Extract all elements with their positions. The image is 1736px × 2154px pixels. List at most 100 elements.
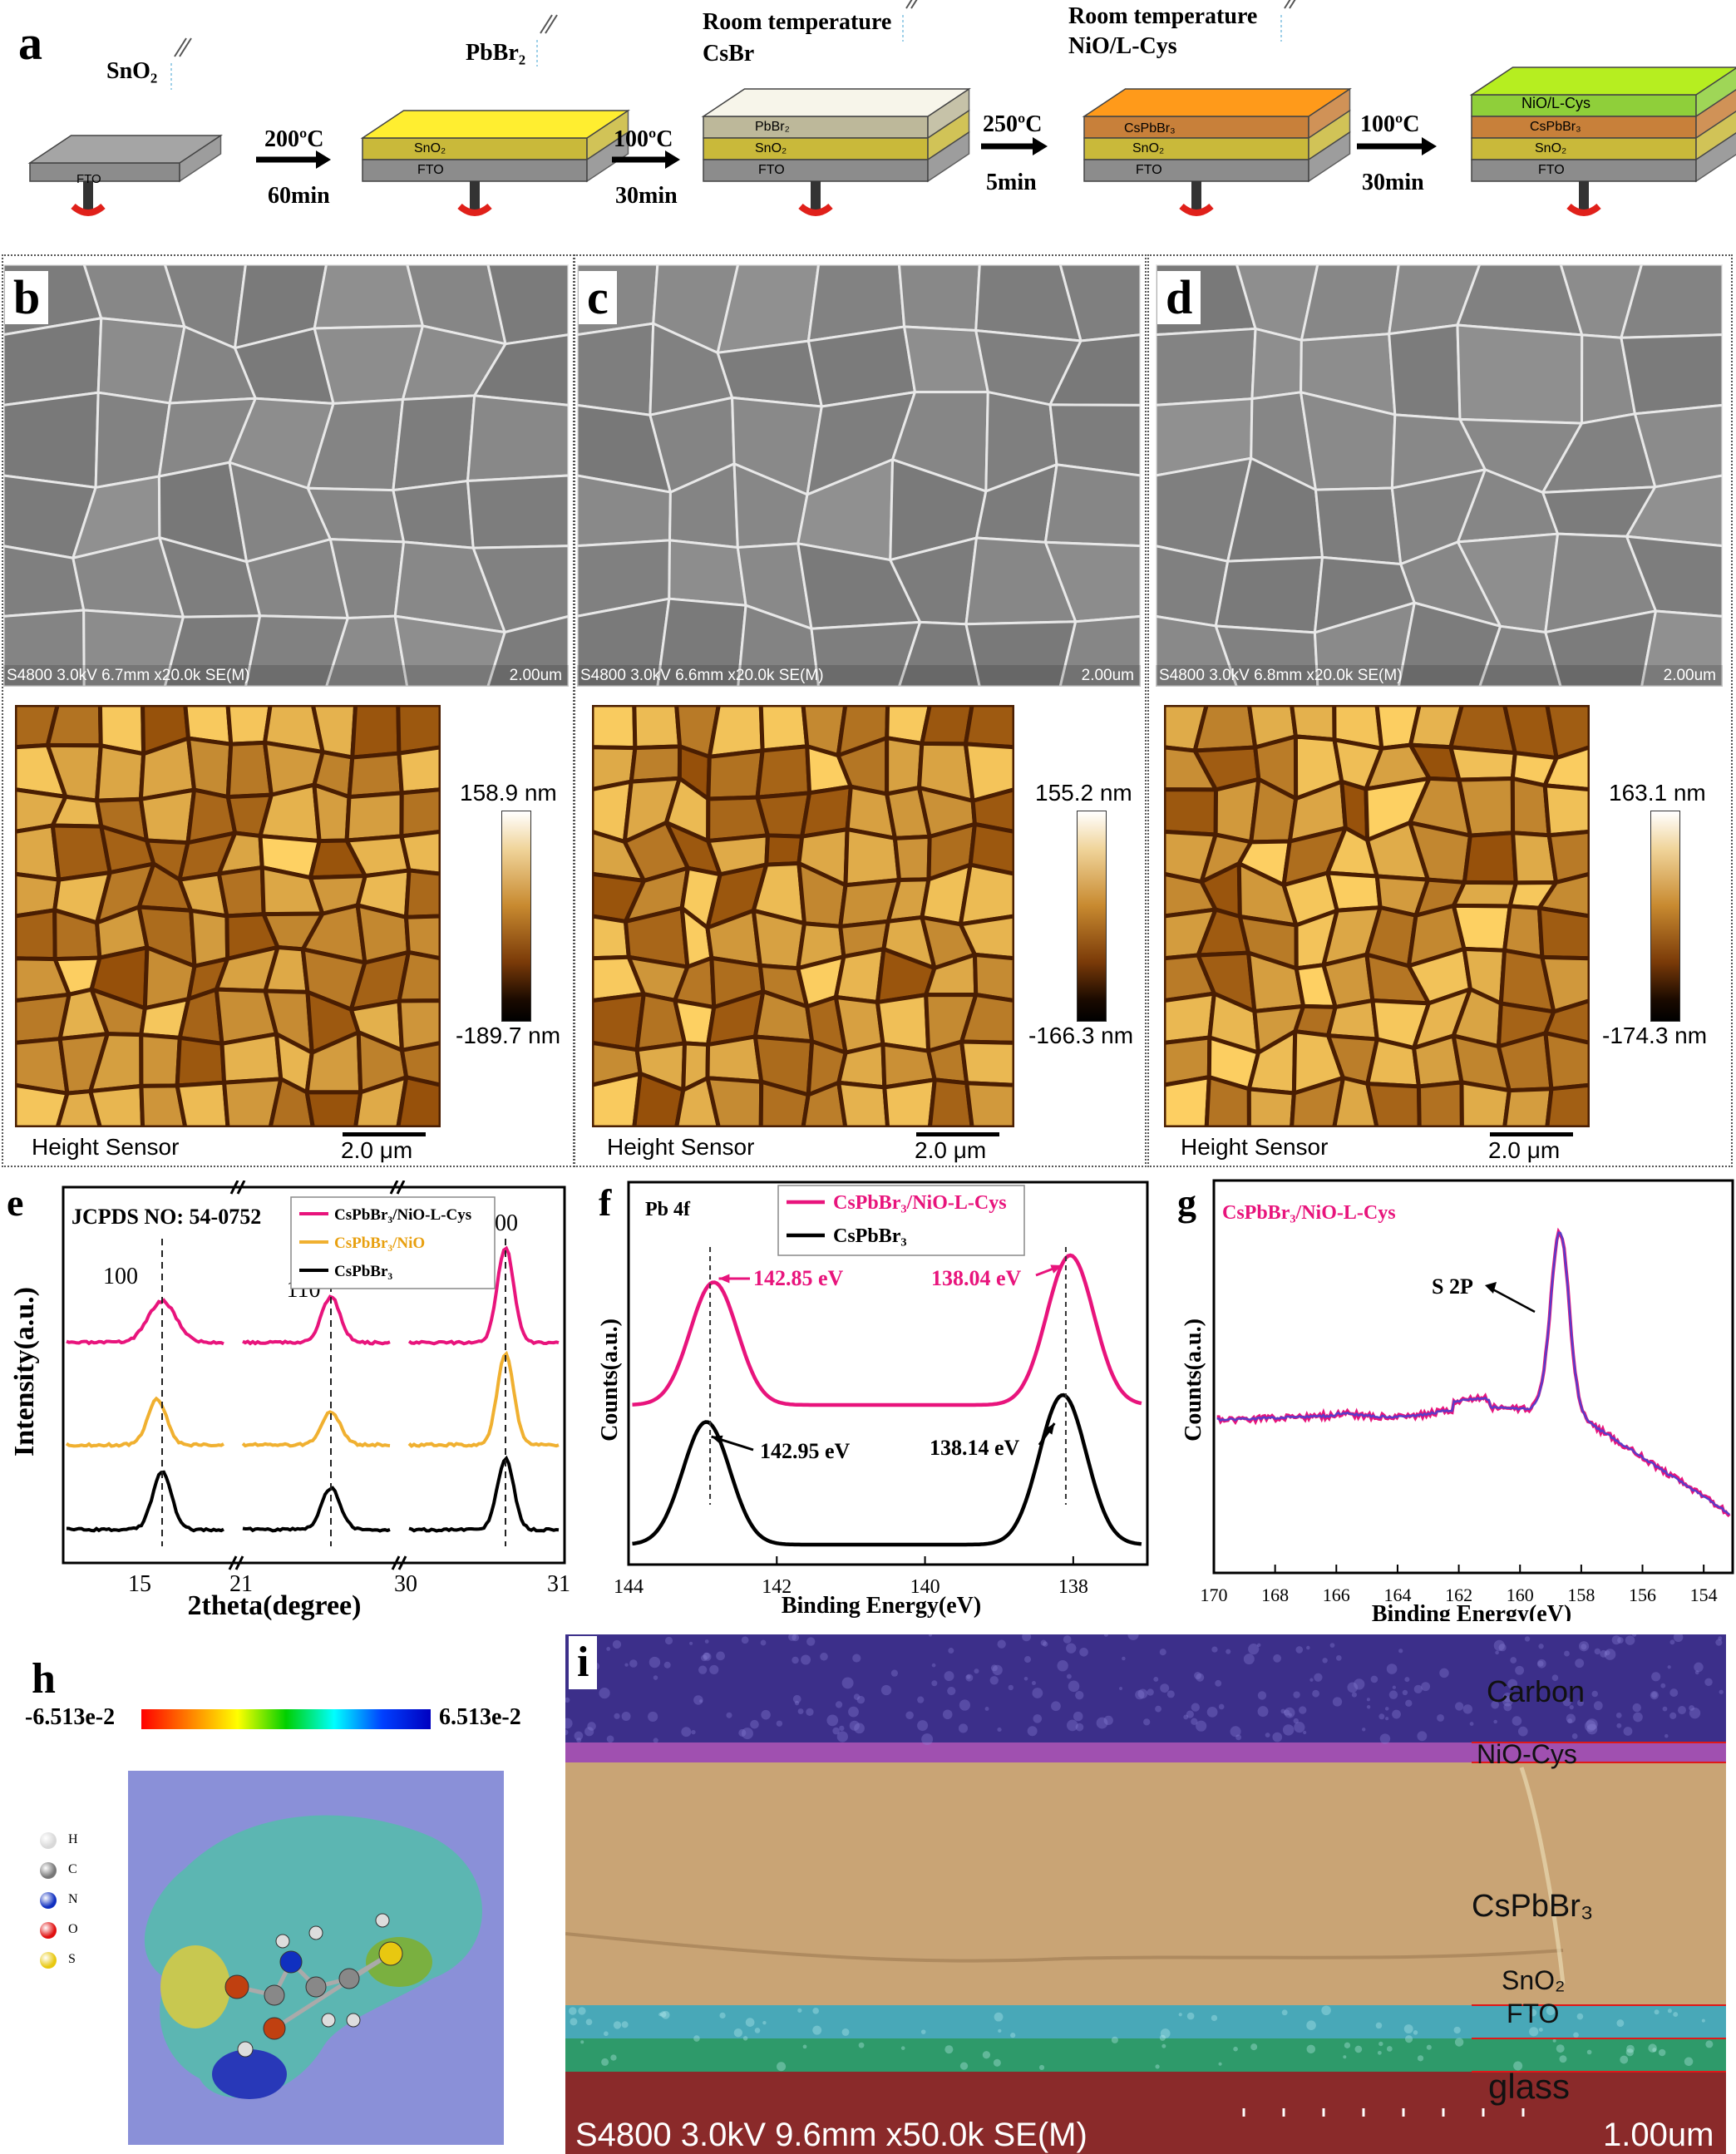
atom <box>305 1976 327 1998</box>
texture-speck <box>1309 1678 1314 1682</box>
texture-speck <box>1293 1691 1300 1698</box>
atom-label: C <box>68 1862 77 1876</box>
s2-sno2: SnO₂ <box>414 141 446 155</box>
texture-speck <box>1186 1710 1194 1718</box>
s4-fto: FTO <box>1136 163 1162 177</box>
texture-speck <box>738 1728 747 1737</box>
layer-side <box>1695 111 1736 161</box>
texture-speck <box>1250 2043 1258 2051</box>
stage3-reagent: Room temperature CsBr <box>703 9 892 67</box>
afm-mode-d: Height Sensor <box>1181 1134 1329 1160</box>
texture-speck <box>703 1652 710 1660</box>
grain <box>1290 705 1337 742</box>
texture-speck <box>606 1735 614 1743</box>
texture-speck <box>726 1712 732 1718</box>
layer-fto: FTO <box>1507 1999 1560 2028</box>
legend-box <box>777 1185 1025 1256</box>
x-tick-label: 140 <box>910 1576 940 1598</box>
texture-speck <box>1257 1691 1267 1700</box>
texture-speck <box>947 1686 956 1696</box>
spin-shaft <box>83 181 93 211</box>
texture-speck <box>1010 2033 1016 2038</box>
texture-speck <box>890 1669 899 1677</box>
texture-speck <box>1354 2045 1363 2053</box>
esp-molecule-view <box>128 1771 504 2145</box>
layer-nio: NiO-Cys <box>1477 1739 1577 1769</box>
texture-speck <box>797 1708 804 1714</box>
texture-speck <box>1206 1706 1218 1718</box>
grain <box>1246 1087 1296 1127</box>
texture-speck <box>614 1713 620 1719</box>
cross-section-layers <box>565 1634 1726 2154</box>
texture-speck <box>742 2036 748 2041</box>
grain <box>216 865 266 919</box>
xrd-series-line <box>408 1455 560 1533</box>
texture-speck <box>931 1680 938 1687</box>
texture-speck <box>974 1668 979 1674</box>
axis-break <box>229 1181 246 1195</box>
texture-speck <box>806 1637 816 1646</box>
x-tick-label: 168 <box>1261 1585 1289 1605</box>
s3-pbbr2: PbBr₂ <box>755 120 790 134</box>
texture-speck <box>716 1651 725 1661</box>
s2p-arrow-head <box>1485 1282 1497 1294</box>
xps-s-chart: 170 168 166 164 162 160 158 156 154 Binding Energ… <box>1181 1179 1734 1621</box>
texture-speck <box>574 1731 584 1741</box>
texture-speck <box>664 1636 673 1645</box>
atom-label: H <box>68 1832 78 1846</box>
grain <box>706 748 765 801</box>
x-tick-label: 142 <box>762 1576 792 1598</box>
grain <box>1536 871 1590 919</box>
texture-speck <box>1404 1677 1410 1683</box>
layer-front <box>1471 159 1697 182</box>
x-axis-label: 2theta(degree) <box>188 1590 362 1621</box>
texture-speck <box>1306 2020 1316 2030</box>
texture-speck <box>1439 1668 1449 1678</box>
grain <box>1620 333 1723 416</box>
grain <box>882 1077 937 1127</box>
atom-label: S <box>68 1952 76 1966</box>
texture-speck <box>990 1664 998 1672</box>
texture-speck <box>1118 1686 1123 1691</box>
texture-speck <box>1375 2022 1383 2029</box>
x-tick-label: 160 <box>1507 1585 1534 1605</box>
grain <box>705 1034 764 1084</box>
grain <box>1633 403 1723 489</box>
texture-speck <box>576 1737 582 1743</box>
grain <box>836 1080 890 1127</box>
grain <box>963 705 1014 750</box>
atom <box>375 1913 390 1928</box>
texture-speck <box>1620 2055 1629 2064</box>
texture-speck <box>1215 1679 1222 1687</box>
grain <box>1417 1080 1464 1127</box>
texture-speck <box>653 1737 658 1743</box>
texture-speck <box>681 1727 692 1737</box>
texture-speck <box>1578 1641 1590 1652</box>
peak-arrow-head <box>1044 1423 1055 1435</box>
grain <box>473 333 569 407</box>
grain-boundary <box>1519 1767 1566 1984</box>
layer-carbon: Carbon <box>1487 1674 1586 1708</box>
texture-speck <box>1584 1720 1596 1733</box>
atom-label: N <box>68 1892 78 1906</box>
layer-front <box>362 137 588 160</box>
texture-speck <box>1669 1712 1677 1720</box>
texture-speck <box>1586 1723 1598 1735</box>
texture-speck <box>1235 1734 1242 1741</box>
texture-speck <box>1211 2014 1218 2022</box>
layer-top <box>1469 67 1736 96</box>
texture-speck <box>1652 2048 1657 2053</box>
texture-speck <box>1566 1713 1576 1723</box>
grain <box>138 787 197 845</box>
texture-speck <box>1667 2009 1672 2014</box>
texture-speck <box>1454 2038 1464 2047</box>
afm-grains <box>15 705 441 1127</box>
texture-speck <box>1186 2012 1195 2020</box>
atom <box>338 1968 360 1989</box>
s2-fto: FTO <box>417 163 444 177</box>
texture-speck <box>1573 2032 1579 2038</box>
grain <box>897 620 981 687</box>
panel-c-frame <box>574 254 1147 1167</box>
texture-speck <box>1413 1684 1423 1693</box>
grain <box>903 325 989 394</box>
